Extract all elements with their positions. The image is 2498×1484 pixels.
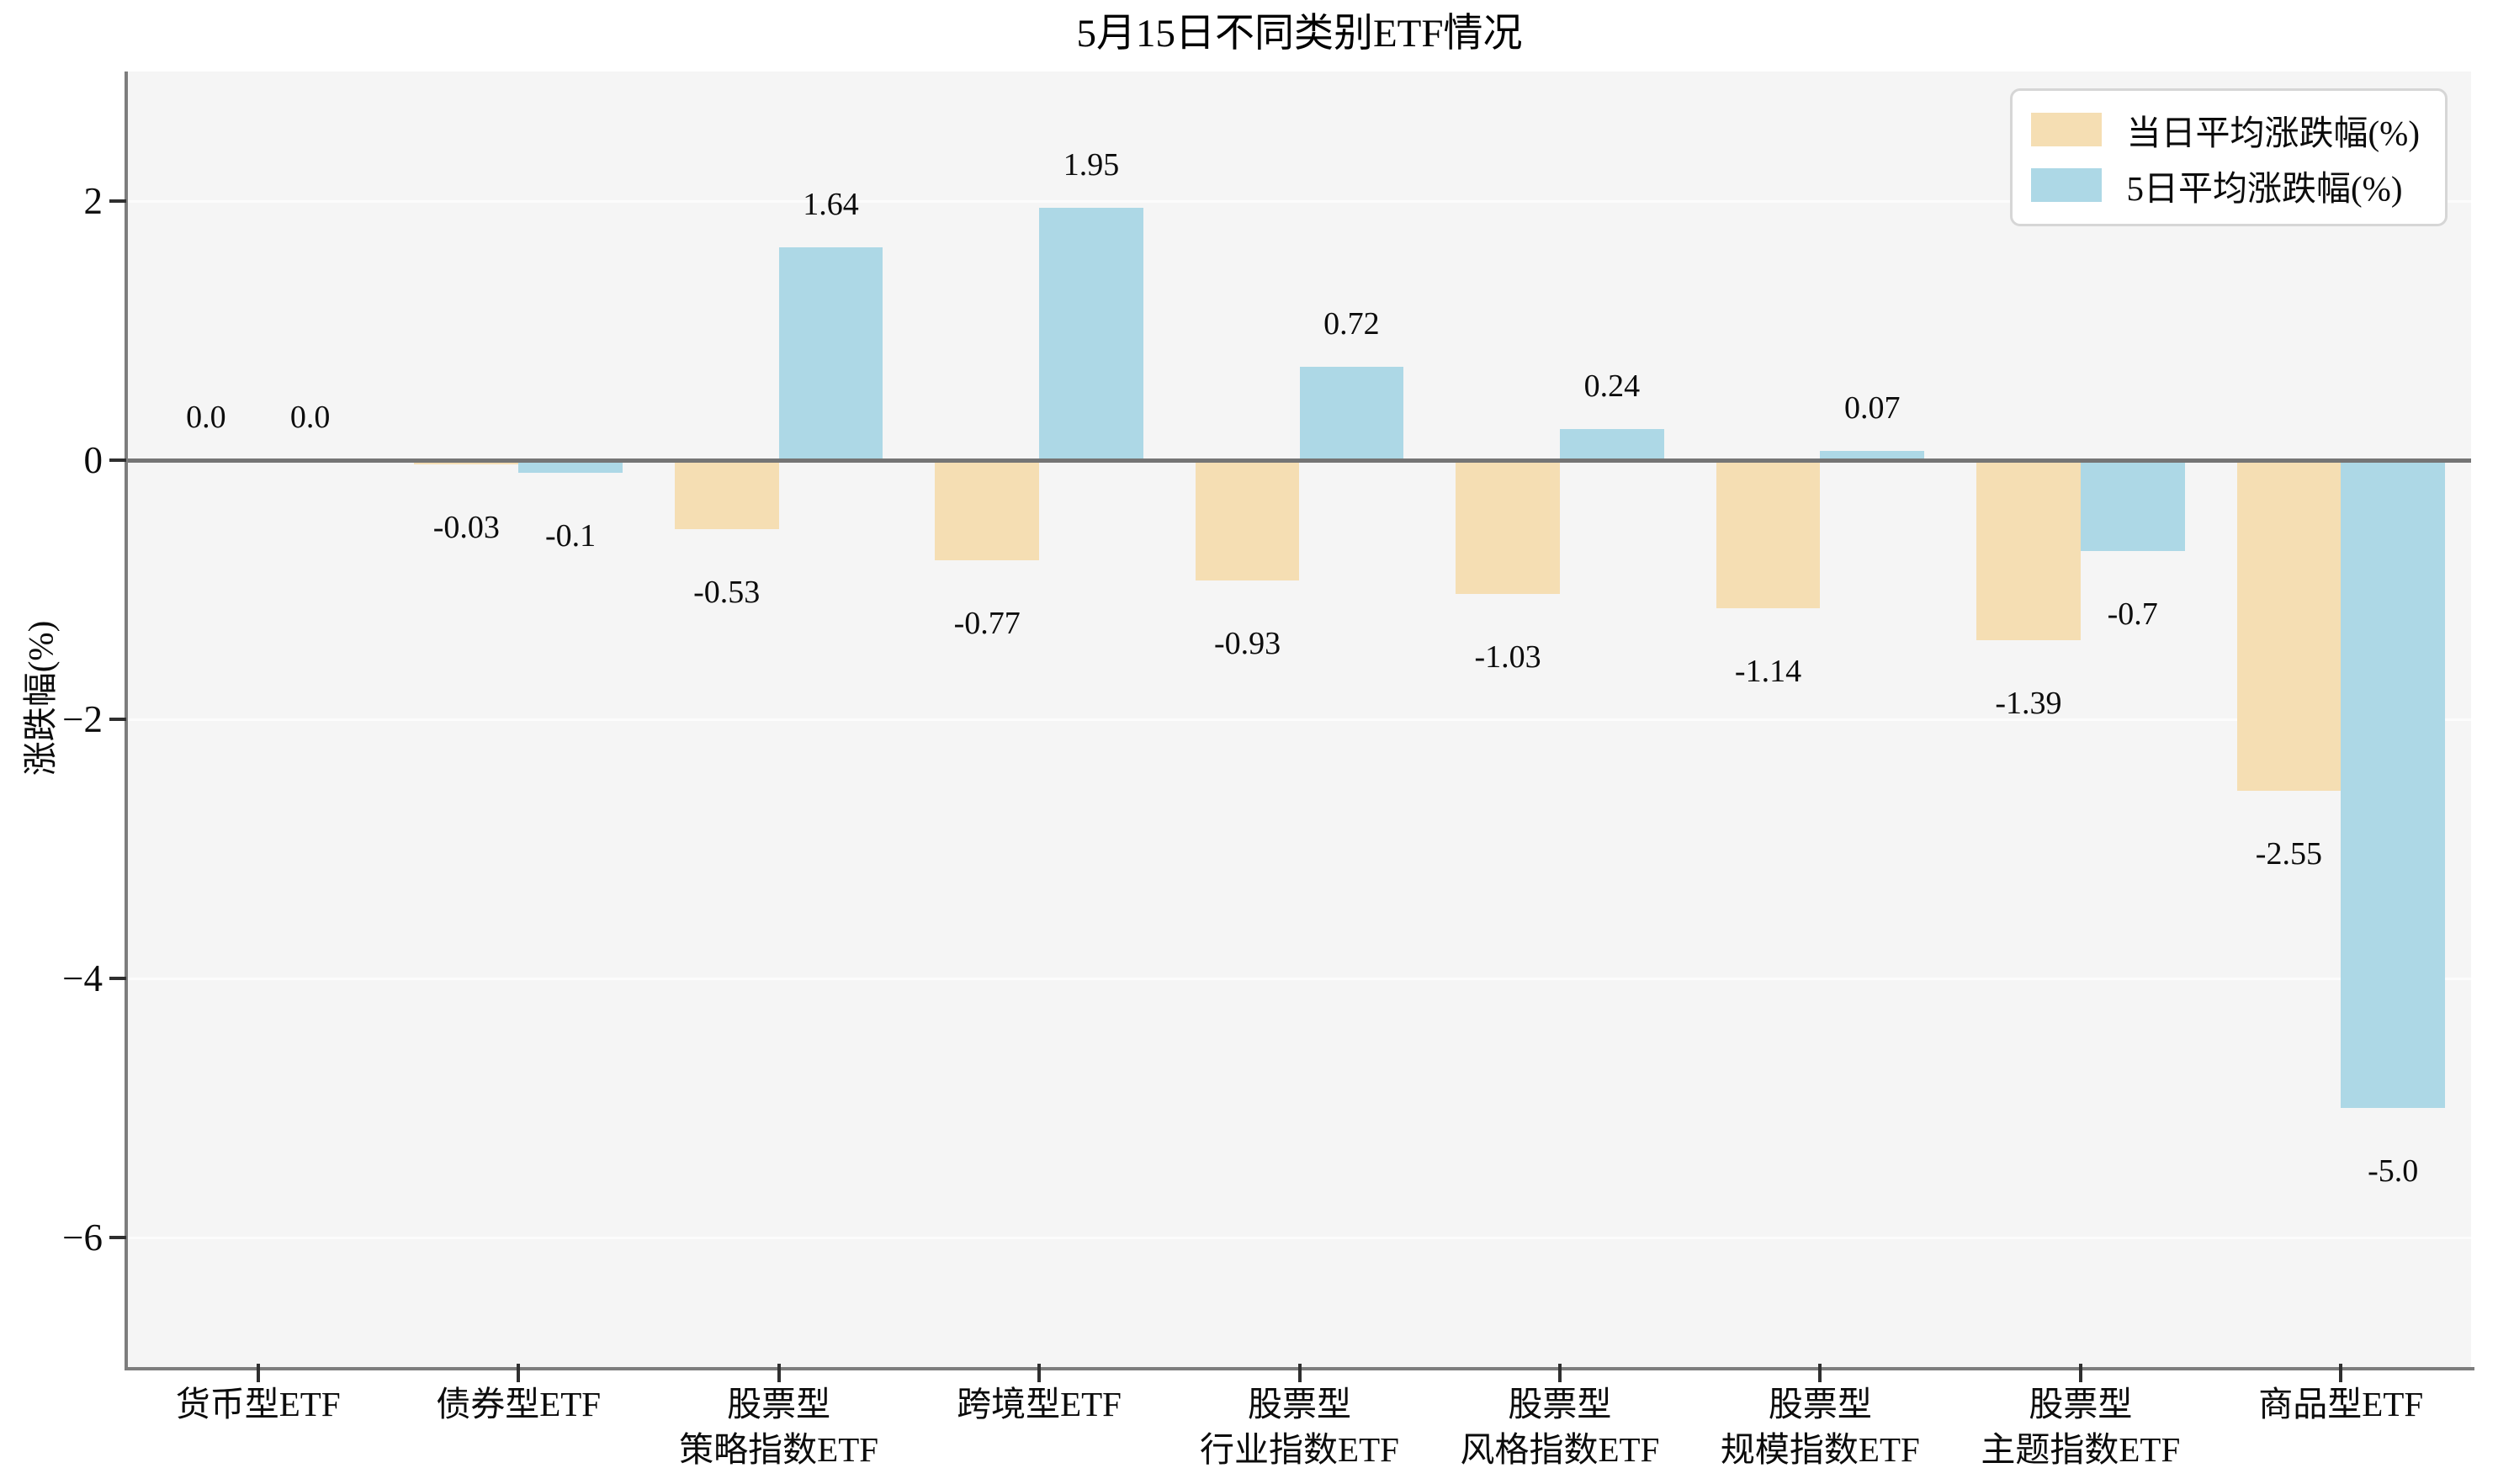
gridline-y--6	[128, 1237, 2471, 1239]
x-tick-label-8: 商品型ETF	[2258, 1385, 2424, 1423]
value-label-series1-cat7: -0.7	[2107, 596, 2158, 632]
x-tick-mark-5	[1557, 1364, 1562, 1382]
value-label-series0-cat6: -1.14	[1734, 653, 1802, 689]
five-day-series-swatch	[2030, 168, 2102, 202]
value-label-series0-cat0: 0.0	[186, 400, 226, 435]
bar-series1-cat5	[1559, 429, 1664, 460]
legend-label-daily: 当日平均涨跌幅(%)	[2126, 114, 2420, 152]
chart-title: 5月15日不同类别ETF情况	[1076, 12, 1523, 56]
y-tick-mark--6	[109, 1236, 126, 1239]
value-label-series1-cat3: 1.95	[1063, 146, 1120, 183]
bar-series1-cat6	[1820, 451, 1925, 460]
bar-series0-cat3	[935, 460, 1040, 560]
bar-series0-cat2	[674, 460, 779, 529]
value-label-series1-cat1: -0.1	[544, 518, 597, 554]
value-label-series0-cat1: -0.03	[432, 509, 500, 545]
value-label-series0-cat3: -0.77	[953, 605, 1021, 641]
y-tick-mark--4	[109, 977, 126, 980]
value-label-series0-cat8: -2.55	[2255, 835, 2322, 872]
y-tick-label--6: −6	[62, 1216, 103, 1259]
value-label-series1-cat5: 0.24	[1583, 368, 1641, 405]
bar-series0-cat7	[1976, 460, 2081, 641]
bar-series1-cat3	[1039, 207, 1143, 460]
y-tick-label-2: 2	[83, 180, 103, 222]
legend-item-daily: 当日平均涨跌幅(%)	[2030, 104, 2420, 155]
value-label-series1-cat2: 1.64	[803, 187, 859, 223]
value-label-series0-cat7: -1.39	[1995, 686, 2062, 722]
value-label-series1-cat8: -5.0	[2368, 1153, 2419, 1189]
bar-series0-cat4	[1195, 460, 1300, 581]
y-tick-mark-0	[109, 458, 126, 462]
y-axis-spine	[125, 72, 128, 1370]
legend: 当日平均涨跌幅(%) 5日平均涨跌幅(%)	[2009, 88, 2448, 226]
x-tick-mark-2	[777, 1364, 781, 1382]
gridline-y--4	[128, 978, 2471, 980]
bar-series0-cat6	[1716, 460, 1821, 608]
value-label-series0-cat2: -0.53	[693, 574, 761, 610]
gridline-y--2	[128, 718, 2471, 721]
x-tick-label-0: 货币型ETF	[175, 1385, 341, 1423]
bar-series1-cat1	[518, 460, 623, 474]
x-tick-mark-6	[1818, 1364, 1822, 1382]
bar-series1-cat7	[2080, 460, 2185, 551]
x-tick-label-2: 股票型 策略指数ETF	[679, 1385, 879, 1469]
y-tick-label-0: 0	[83, 439, 103, 481]
x-tick-mark-0	[256, 1364, 260, 1382]
y-tick-mark-2	[109, 199, 126, 203]
x-tick-label-3: 跨境型ETF	[957, 1385, 1122, 1423]
value-label-series1-cat6: 0.07	[1844, 390, 1901, 427]
bar-series1-cat2	[778, 247, 883, 460]
value-label-series1-cat4: 0.72	[1323, 306, 1380, 342]
bar-series1-cat8	[2341, 460, 2446, 1108]
x-tick-mark-7	[2078, 1364, 2082, 1382]
x-tick-mark-4	[1297, 1364, 1302, 1382]
x-tick-label-5: 股票型 风格指数ETF	[1460, 1385, 1660, 1469]
value-label-series1-cat0: 0.0	[289, 400, 331, 435]
legend-label-5day: 5日平均涨跌幅(%)	[2126, 169, 2403, 208]
x-tick-mark-1	[517, 1364, 521, 1382]
x-tick-mark-8	[2339, 1364, 2343, 1382]
gridline-y-2	[128, 200, 2471, 203]
daily-series-swatch	[2030, 113, 2102, 146]
bar-series0-cat5	[1456, 460, 1560, 594]
value-label-series0-cat5: -1.03	[1474, 639, 1541, 675]
x-tick-label-7: 股票型 主题指数ETF	[1981, 1385, 2181, 1469]
y-tick-label--4: −4	[62, 957, 103, 999]
plot-area: 当日平均涨跌幅(%) 5日平均涨跌幅(%) 0.0 0.0 -0.03 -0.1 -0.…	[128, 72, 2471, 1367]
y-tick-label--2: −2	[62, 698, 103, 740]
y-tick-mark--2	[109, 718, 126, 721]
bar-series0-cat8	[2236, 460, 2342, 791]
value-label-series0-cat4: -0.93	[1214, 626, 1281, 662]
x-tick-mark-3	[1037, 1364, 1042, 1382]
x-tick-label-6: 股票型 规模指数ETF	[1720, 1385, 1920, 1469]
x-tick-label-4: 股票型 行业指数ETF	[1200, 1385, 1399, 1469]
bar-series1-cat4	[1299, 367, 1404, 460]
legend-item-5day: 5日平均涨跌幅(%)	[2030, 160, 2420, 210]
zero-line	[128, 458, 2471, 463]
x-tick-label-1: 债券型ETF	[436, 1385, 602, 1423]
